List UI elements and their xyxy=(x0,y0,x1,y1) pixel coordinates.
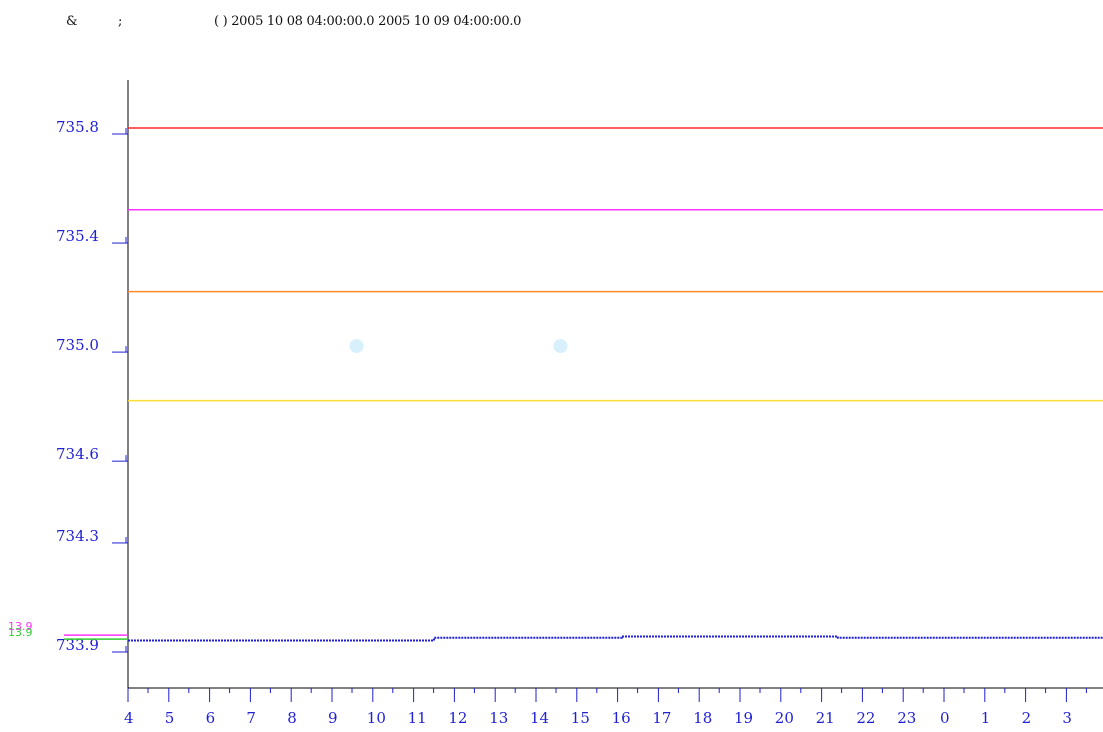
x-tick-label: 22 xyxy=(856,709,875,727)
side-label-2: 13.9 xyxy=(8,626,33,639)
y-tick-label: 734.6 xyxy=(56,445,99,463)
x-tick-label: 12 xyxy=(448,709,467,727)
x-tick-label: 20 xyxy=(775,709,794,727)
x-tick-label: 16 xyxy=(612,709,631,727)
x-tick-label: 11 xyxy=(408,709,427,727)
x-tick-label: 5 xyxy=(165,709,175,727)
x-tick-label: 18 xyxy=(693,709,712,727)
x-tick-label: 4 xyxy=(124,709,134,727)
data-marker-1 xyxy=(349,339,364,354)
x-tick-label: 0 xyxy=(940,709,950,727)
data-marker-2 xyxy=(553,339,568,354)
x-tick-label: 7 xyxy=(246,709,256,727)
x-tick-label: 21 xyxy=(816,709,835,727)
x-tick-label: 10 xyxy=(367,709,386,727)
x-tick-label: 3 xyxy=(1062,709,1072,727)
header-symbol-semicolon: ; xyxy=(118,14,123,29)
x-tick-label: 15 xyxy=(571,709,590,727)
x-tick-label: 14 xyxy=(530,709,549,727)
x-tick-label: 9 xyxy=(328,709,338,727)
x-tick-label: 17 xyxy=(652,709,671,727)
chart-header: & ; ( ) 2005 10 08 04:00:00.0 2005 10 09… xyxy=(0,12,1103,36)
series-line-1 xyxy=(128,635,1103,642)
x-tick-label: 2 xyxy=(1022,709,1032,727)
header-date-range: ( ) 2005 10 08 04:00:00.0 2005 10 09 04:… xyxy=(214,14,522,29)
x-tick-label: 1 xyxy=(981,709,991,727)
side-label-1: 13.9 xyxy=(8,620,33,633)
x-tick-label: 19 xyxy=(734,709,753,727)
y-tick-label: 734.3 xyxy=(56,527,99,545)
header-symbol-ampersand: & xyxy=(66,14,78,29)
x-tick-label: 8 xyxy=(287,709,297,727)
y-tick-label: 735.4 xyxy=(56,227,99,245)
y-tick-label: 733.9 xyxy=(56,636,99,654)
y-tick-label: 735.8 xyxy=(56,118,99,136)
x-tick-label: 23 xyxy=(897,709,916,727)
y-tick-label: 735.0 xyxy=(56,336,99,354)
x-tick-label: 6 xyxy=(206,709,216,727)
x-tick-label: 13 xyxy=(489,709,508,727)
